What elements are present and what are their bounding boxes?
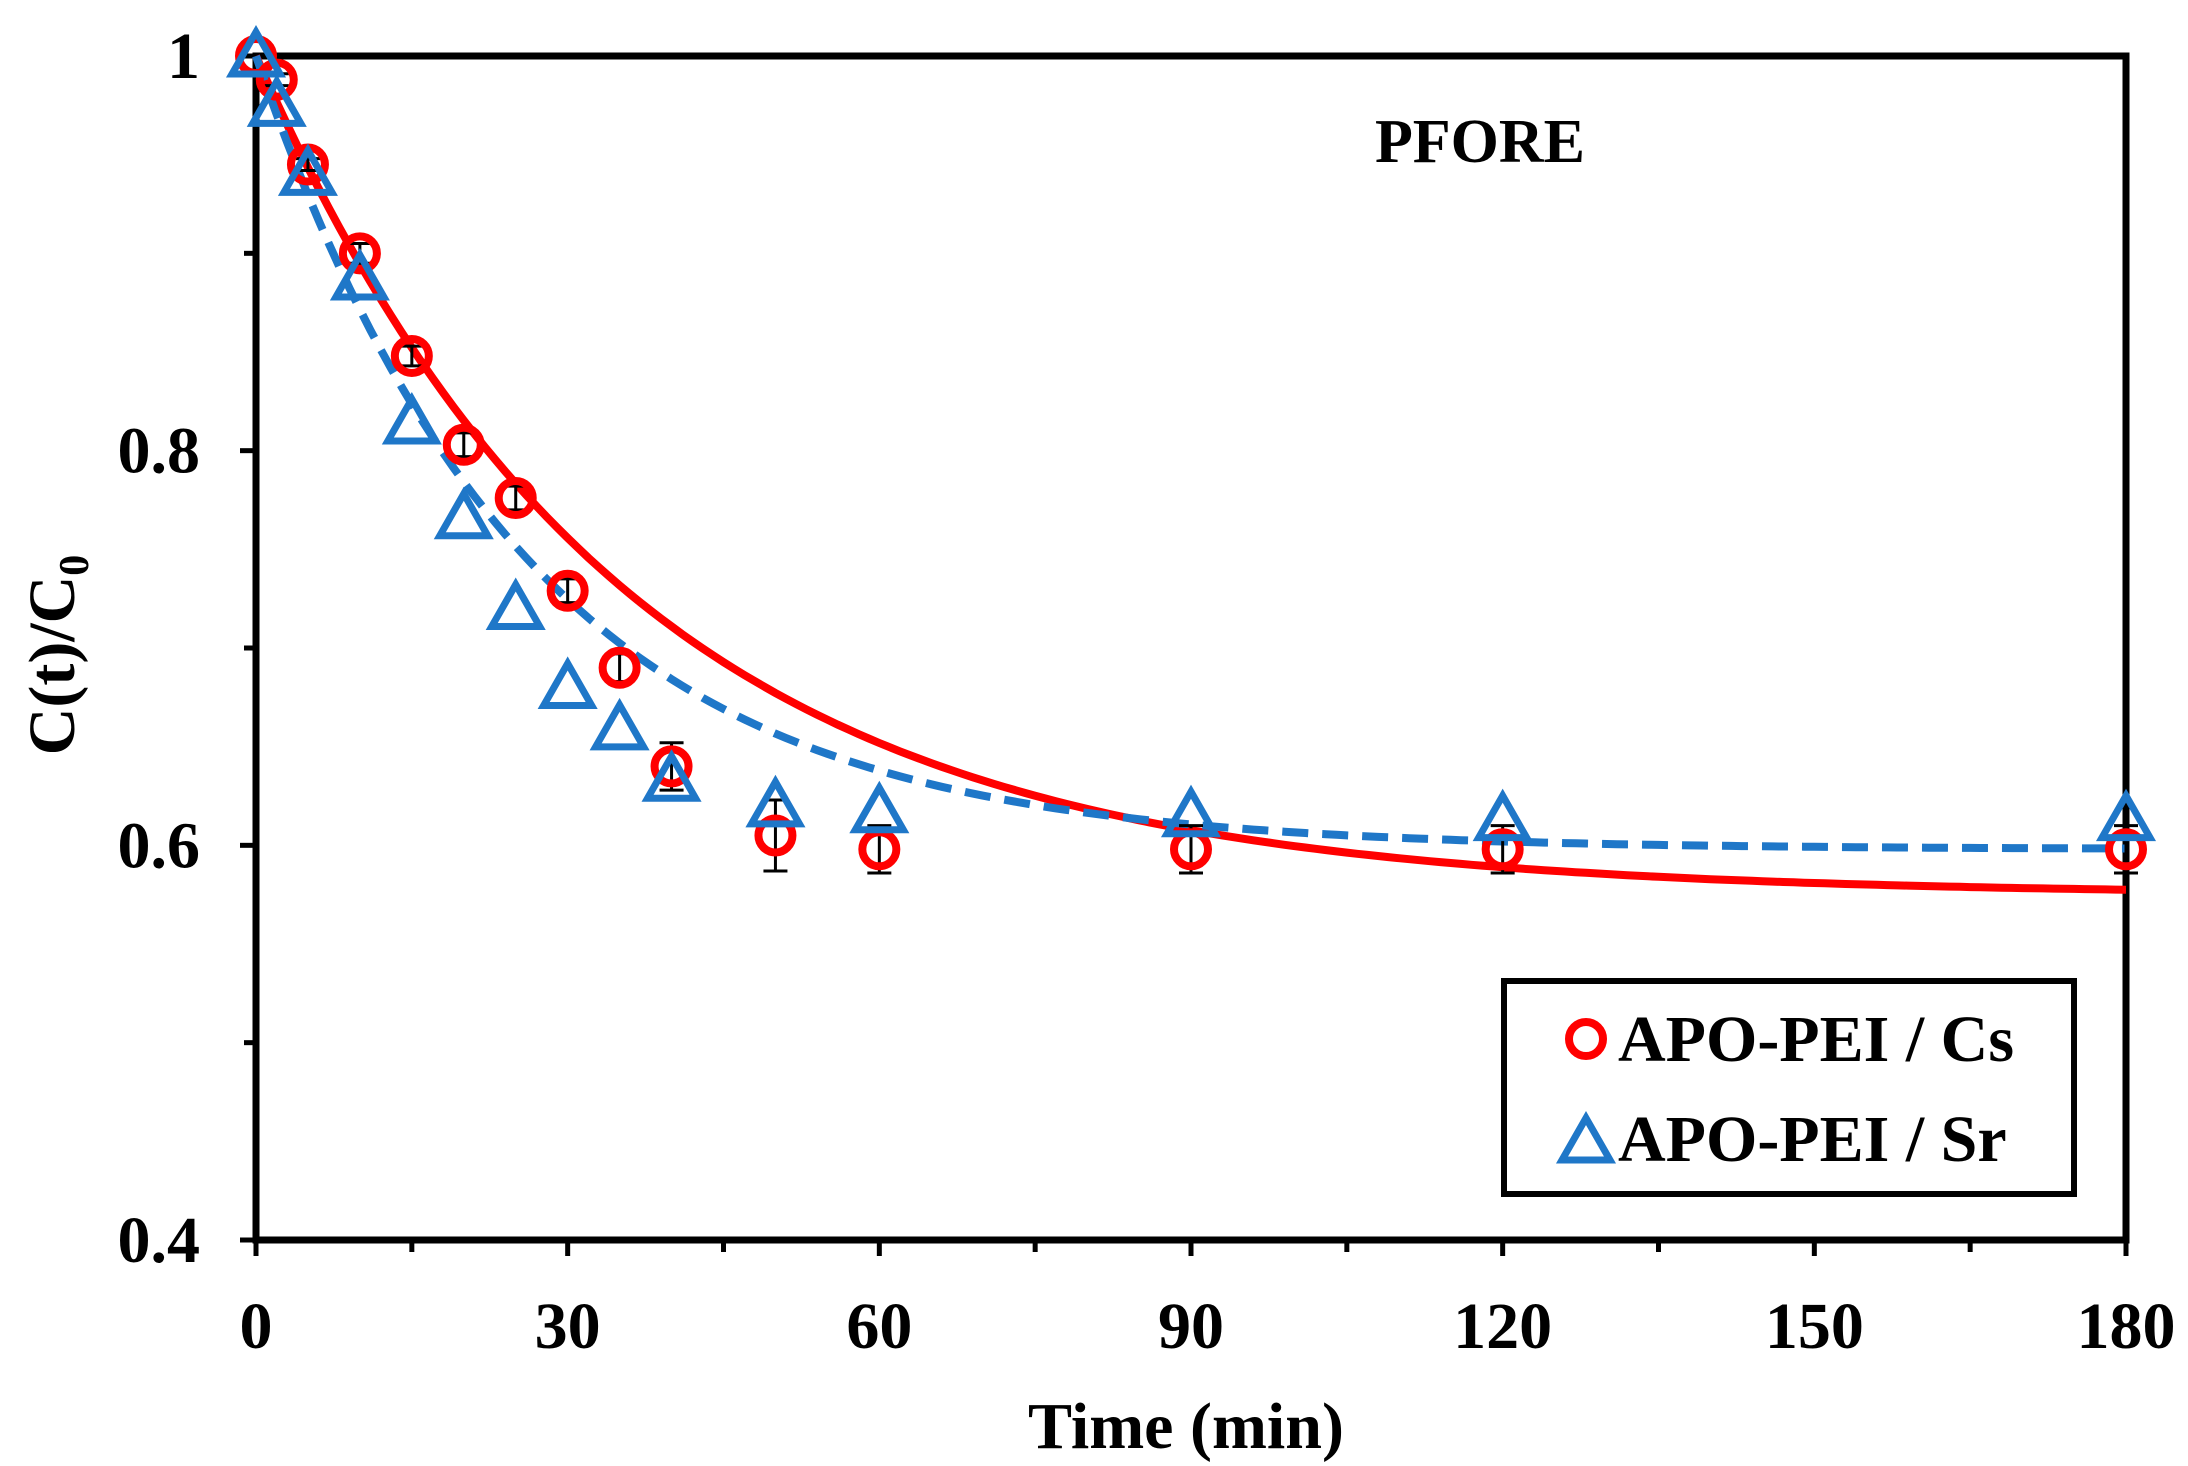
sr-data-point <box>2095 788 2157 842</box>
cs-data-point <box>390 334 433 377</box>
y-axis-title-subscript: 0 <box>52 555 98 576</box>
sr-data-point <box>225 24 287 78</box>
y-axis-title-main: C(t)/C <box>16 576 89 756</box>
y-axis-title-group: C(t)/C0 <box>16 555 98 756</box>
sr-data-point <box>1160 784 1222 838</box>
x-axis-title: Time (min) <box>1028 1390 1344 1463</box>
sr-data-point <box>537 656 598 709</box>
cs-data-point <box>338 232 381 275</box>
y-tick-label: 1 <box>167 20 200 93</box>
sr-data-point <box>745 774 806 828</box>
x-tick-label: 90 <box>1158 1290 1224 1363</box>
sr-data-point <box>277 143 338 196</box>
cs-data-point <box>1481 828 1524 871</box>
x-tick-label: 60 <box>846 1290 912 1363</box>
x-tick-label: 0 <box>240 1290 273 1363</box>
x-tick-label: 150 <box>1765 1290 1864 1363</box>
sr-data-point <box>589 697 650 751</box>
legend-label-cs: APO-PEI / Cs <box>1618 1003 2014 1076</box>
sr-data-point <box>433 486 494 540</box>
y-tick-label: 0.6 <box>118 809 201 882</box>
axis-ticks <box>240 53 2129 1256</box>
axis-tick-labels: 0 30 60 90 120 150 180 0.4 0.6 0.8 1 <box>118 20 2176 1363</box>
chart-annotation: PFORE <box>1375 108 1585 176</box>
sr-data-point <box>1472 788 1533 842</box>
cs-data-point <box>546 569 589 612</box>
cs-data-point <box>598 646 641 689</box>
fit-lines <box>252 54 2127 894</box>
cs-data-point <box>494 477 537 520</box>
error-bars <box>264 72 2138 875</box>
y-tick-label: 0.8 <box>118 415 201 488</box>
sr-data-point <box>849 780 910 834</box>
cs-data-point <box>754 814 797 857</box>
x-tick-label: 30 <box>535 1290 601 1363</box>
legend-label-sr: APO-PEI / Sr <box>1618 1103 2007 1176</box>
legend-marker-circle <box>1565 1018 1607 1060</box>
fit-line-sr <box>252 54 2126 853</box>
cs-data-point <box>2105 828 2147 871</box>
legend-marker-triangle <box>1555 1110 1617 1164</box>
sr-data-point <box>641 749 702 802</box>
fit-line-cs <box>252 54 2127 894</box>
legend: APO-PEI / Cs APO-PEI / Sr <box>1501 978 2077 1197</box>
y-tick-label: 0.4 <box>118 1204 201 1277</box>
y-axis-title: C(t)/C0 <box>16 555 98 756</box>
x-tick-label: 180 <box>2077 1290 2176 1363</box>
x-tick-label: 120 <box>1453 1290 1552 1363</box>
sr-data-point <box>329 247 390 301</box>
sr-data-point <box>485 577 546 631</box>
sr-data-point <box>381 391 442 445</box>
cs-data-point <box>442 423 485 466</box>
sr-data-point <box>246 74 307 127</box>
data-markers <box>225 24 2157 871</box>
